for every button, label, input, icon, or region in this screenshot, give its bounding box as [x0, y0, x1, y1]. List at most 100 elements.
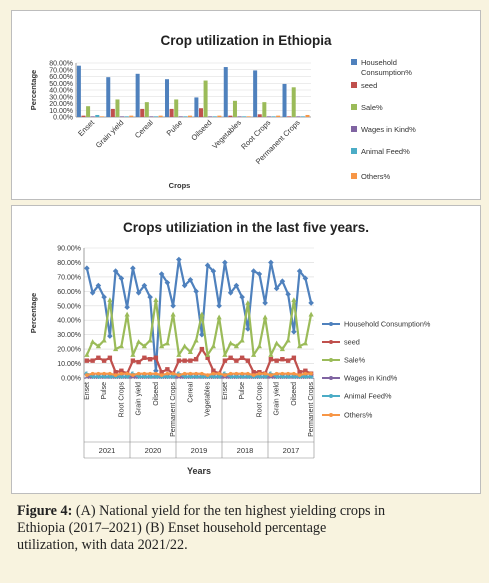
data-point [199, 331, 205, 338]
x-tick-label: Pulse [101, 382, 108, 400]
data-point [113, 346, 119, 352]
data-point [96, 371, 101, 376]
data-point [285, 358, 291, 363]
bar [203, 80, 208, 117]
bar-chart: 80.00%70.00%60.00%50.00%40.00%30.00%20.0… [29, 58, 416, 190]
data-point [130, 265, 136, 272]
y-tick-label: 70.00% [49, 67, 73, 74]
x-tick-label: Grain yield [136, 382, 143, 416]
bar [144, 102, 149, 117]
data-point [159, 373, 164, 377]
bar [242, 116, 247, 117]
data-point [142, 371, 147, 376]
data-point [176, 352, 182, 357]
data-point [228, 371, 233, 376]
data-point [95, 343, 101, 349]
data-point [291, 355, 297, 360]
y-tick-label: 90.00% [57, 246, 81, 253]
data-point [188, 358, 193, 363]
data-point [90, 358, 95, 363]
data-point [170, 311, 176, 317]
series-line [85, 298, 313, 356]
x-tick-label: Enset [84, 382, 91, 400]
data-point [285, 291, 291, 298]
data-point [216, 314, 222, 320]
data-point [262, 300, 268, 306]
data-point [84, 265, 90, 272]
y-tick-label: 60.00% [57, 289, 81, 296]
data-point [228, 340, 234, 346]
data-point [303, 368, 308, 373]
y-tick-label: 20.00% [49, 101, 73, 108]
bar [262, 102, 267, 117]
legend-label: seed [361, 81, 377, 90]
legend-label: Household [361, 58, 397, 67]
data-point [274, 340, 280, 346]
data-point [222, 259, 228, 266]
data-point [194, 371, 198, 376]
data-point [142, 355, 147, 360]
legend-swatch [351, 104, 357, 110]
bar [169, 108, 174, 117]
data-point [234, 358, 239, 363]
data-point [158, 271, 165, 277]
data-point [113, 373, 118, 377]
bar [291, 87, 296, 117]
data-point [193, 337, 199, 343]
x-axis-label: Crops [169, 181, 191, 190]
legend-label: Animal Feed% [361, 147, 410, 156]
data-point [84, 358, 90, 363]
bar [300, 116, 305, 117]
bar [165, 79, 170, 117]
data-point [257, 371, 262, 376]
data-point [222, 358, 228, 363]
data-point [136, 359, 141, 365]
data-point [239, 337, 245, 343]
legend-label: Others% [344, 411, 373, 420]
data-point [245, 300, 251, 305]
bar [106, 77, 111, 117]
bar [208, 116, 213, 117]
x-group-label: 2019 [191, 446, 208, 455]
data-point [269, 373, 273, 377]
data-point [125, 371, 129, 376]
bar [217, 115, 222, 117]
data-point [188, 371, 193, 376]
data-point [171, 371, 175, 376]
caption-label: Figure 4: [17, 503, 73, 519]
bar [120, 116, 125, 117]
bar [140, 108, 145, 117]
data-point [147, 337, 153, 343]
data-point [89, 289, 96, 296]
data-point [256, 271, 263, 277]
bar [257, 114, 262, 117]
legend-label: Sale% [344, 356, 366, 365]
y-tick-label: 70.00% [57, 274, 81, 281]
series-line [85, 258, 313, 372]
data-point [280, 371, 285, 376]
bar [246, 116, 251, 117]
x-tick-label: Cereal [187, 382, 194, 403]
data-point [164, 340, 170, 346]
data-point [118, 343, 124, 349]
data-point [205, 373, 210, 377]
bar-chart-panel: Crop utilization in Ethiopia 80.00% 70.00… [11, 10, 481, 200]
bar [81, 115, 86, 117]
data-point [176, 256, 182, 263]
data-point [240, 371, 244, 376]
y-tick-label: 50.00% [57, 303, 81, 310]
bar [110, 108, 115, 117]
bar [253, 70, 258, 117]
data-point [251, 373, 256, 377]
y-tick-label: 30.00% [57, 332, 81, 339]
data-point [268, 357, 274, 362]
data-point [199, 311, 205, 317]
bar [276, 115, 281, 117]
bar [135, 73, 140, 117]
bar [198, 108, 203, 117]
x-group-label: 2017 [283, 446, 300, 455]
x-tick-label: Oilseed [291, 382, 298, 406]
data-point [211, 368, 216, 373]
x-group-label: 2021 [99, 446, 116, 455]
data-point [107, 333, 113, 339]
